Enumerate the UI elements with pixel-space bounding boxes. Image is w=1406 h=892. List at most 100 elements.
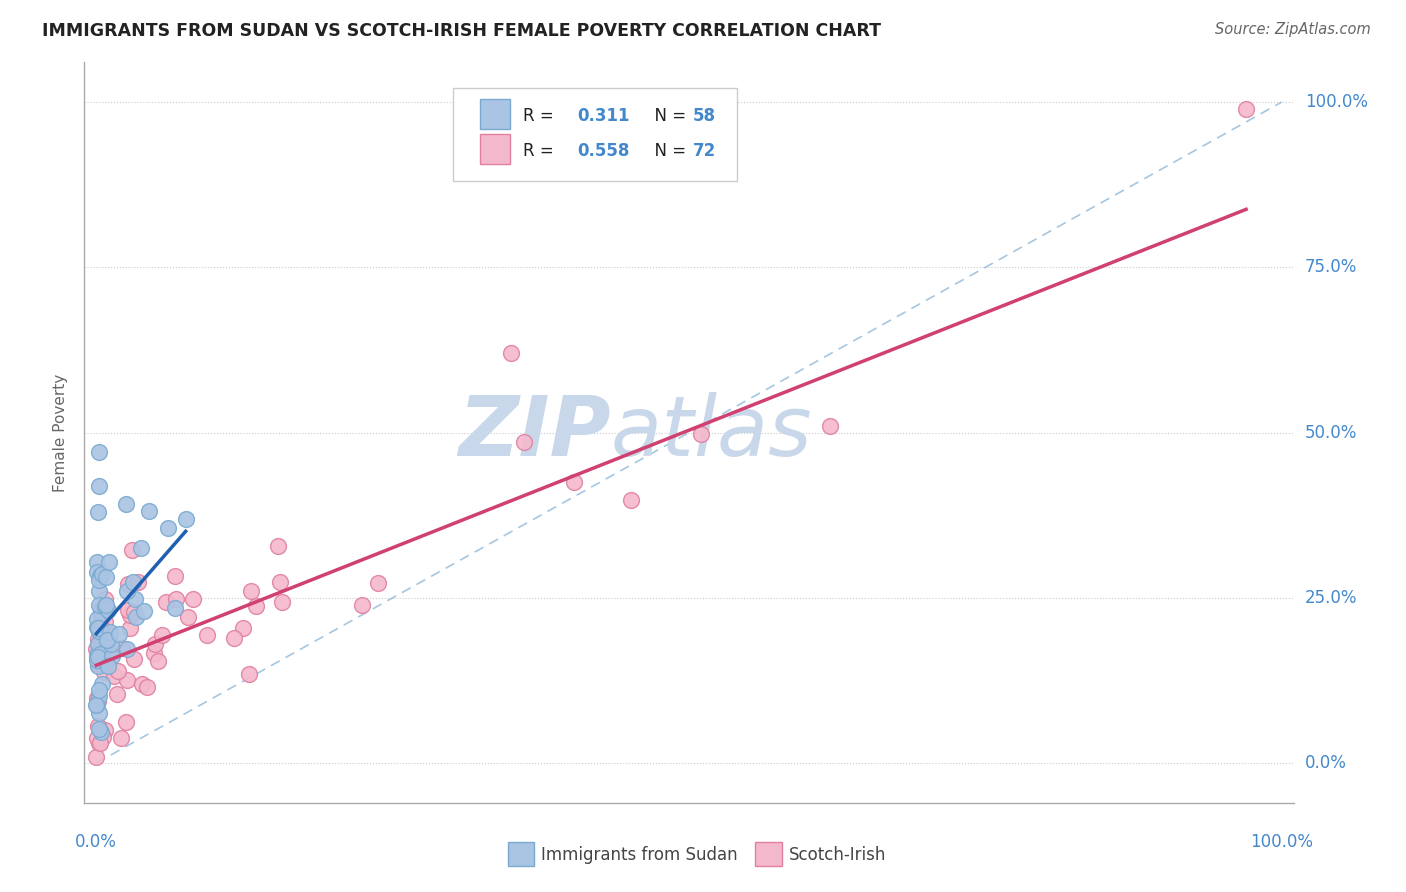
Text: IMMIGRANTS FROM SUDAN VS SCOTCH-IRISH FEMALE POVERTY CORRELATION CHART: IMMIGRANTS FROM SUDAN VS SCOTCH-IRISH FE… [42,22,882,40]
Point [245,599,267,614]
Point [114,714,136,729]
Text: Scotch-Irish: Scotch-Irish [789,846,887,863]
Point [93,635,115,649]
Point [176,610,198,624]
Point [91,730,114,744]
Point [90,649,112,664]
Text: 75.0%: 75.0% [1305,259,1357,277]
Point [122,605,145,619]
Text: 100.0%: 100.0% [1250,833,1313,851]
Point [90,626,112,640]
Point [86,694,108,708]
Point [87,682,110,697]
Text: 72: 72 [693,142,716,160]
FancyBboxPatch shape [508,842,534,866]
Text: ZIP: ZIP [458,392,610,473]
Point [124,652,146,666]
Point [90,648,112,663]
Point [117,576,139,591]
Point [1234,102,1257,116]
Point [131,676,153,690]
Point [94,570,117,584]
Point [84,749,107,764]
Point [232,621,254,635]
Text: 0.0%: 0.0% [1305,754,1347,772]
Point [101,647,124,661]
Point [91,625,114,640]
Point [86,637,108,651]
FancyBboxPatch shape [479,135,510,164]
Point [98,647,121,661]
Point [86,555,108,569]
Point [87,736,110,750]
Point [689,426,711,441]
Point [138,504,160,518]
Text: 0.311: 0.311 [578,107,630,125]
Text: 0.0%: 0.0% [76,833,117,851]
Point [110,731,132,745]
Text: 100.0%: 100.0% [1305,93,1368,112]
Point [157,521,180,535]
Point [94,615,117,629]
Point [86,697,108,711]
Point [89,569,111,583]
Point [146,655,169,669]
Point [512,435,534,450]
Point [89,624,111,638]
Point [163,568,186,582]
Point [125,610,148,624]
Point [90,725,112,739]
Point [127,574,149,589]
Point [94,591,117,606]
Point [86,652,108,666]
Text: 58: 58 [693,107,716,125]
Point [150,628,173,642]
Point [271,595,294,609]
Point [89,618,111,632]
Point [115,497,138,511]
Point [89,706,111,720]
Point [129,541,152,556]
Point [87,722,110,736]
Point [89,647,111,661]
Point [91,641,114,656]
Point [163,601,186,615]
FancyBboxPatch shape [453,88,737,181]
Point [87,637,110,651]
Point [93,656,115,670]
Point [86,612,108,626]
Point [96,599,118,613]
Point [117,602,139,616]
Point [501,346,523,360]
Point [87,505,110,519]
Text: 25.0%: 25.0% [1305,589,1357,607]
Point [86,648,108,663]
Point [120,621,142,635]
Point [367,576,389,591]
Point [115,641,138,656]
Point [90,609,112,624]
Point [87,657,110,671]
Point [87,622,110,636]
Point [110,641,132,656]
Point [94,599,117,614]
Point [87,649,110,664]
Point [105,687,128,701]
Point [181,591,204,606]
Point [86,565,108,579]
Point [143,646,166,660]
Point [135,680,157,694]
Y-axis label: Female Poverty: Female Poverty [53,374,69,491]
Point [165,591,187,606]
Point [89,626,111,640]
FancyBboxPatch shape [479,99,510,129]
Point [91,601,114,615]
Point [93,665,115,679]
Point [619,492,641,507]
Text: R =: R = [523,107,565,125]
Text: Source: ZipAtlas.com: Source: ZipAtlas.com [1215,22,1371,37]
Point [86,620,108,634]
Point [115,584,138,599]
Point [90,566,112,581]
Text: N =: N = [644,107,692,125]
